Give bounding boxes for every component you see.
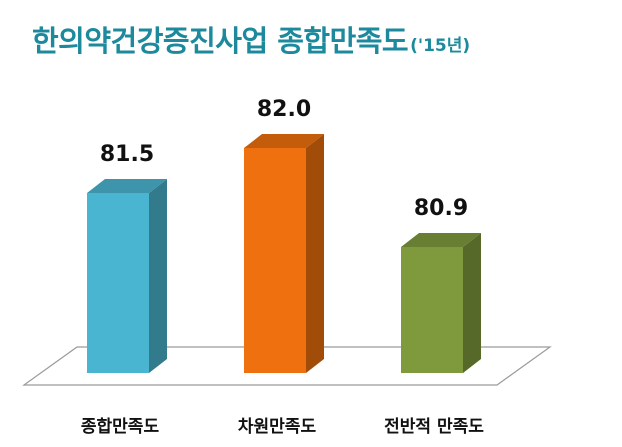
bar-top [87, 179, 167, 193]
category-axis-labels: 종합만족도 차원만족도 전반적 만족도 [81, 416, 484, 437]
bar-2: 82.0 [244, 97, 324, 373]
chart-title-main: 한의약건강증진사업 종합만족도 [32, 24, 409, 58]
bar-top [244, 134, 324, 148]
category-label: 차원만족도 [238, 417, 317, 437]
data-label: 80.9 [414, 196, 468, 221]
bar-side [149, 179, 167, 373]
category-label: 종합만족도 [81, 416, 160, 437]
bar-side [306, 134, 324, 373]
bar-1: 81.5 [87, 142, 167, 373]
data-label: 81.5 [100, 142, 154, 167]
bar-3: 80.9 [401, 196, 481, 373]
chart-title: 한의약건강증진사업 종합만족도 ('15년) [32, 18, 470, 60]
bar-front [244, 148, 306, 373]
chart-title-year: ('15년) [410, 36, 471, 56]
bar-series: 81.5 82.0 80.9 [87, 97, 481, 373]
bar-front [87, 193, 149, 373]
bar-front [401, 247, 463, 373]
data-label: 82.0 [257, 97, 311, 122]
bar-side [463, 233, 481, 373]
bar-top [401, 233, 481, 247]
category-label: 전반적 만족도 [384, 417, 484, 437]
